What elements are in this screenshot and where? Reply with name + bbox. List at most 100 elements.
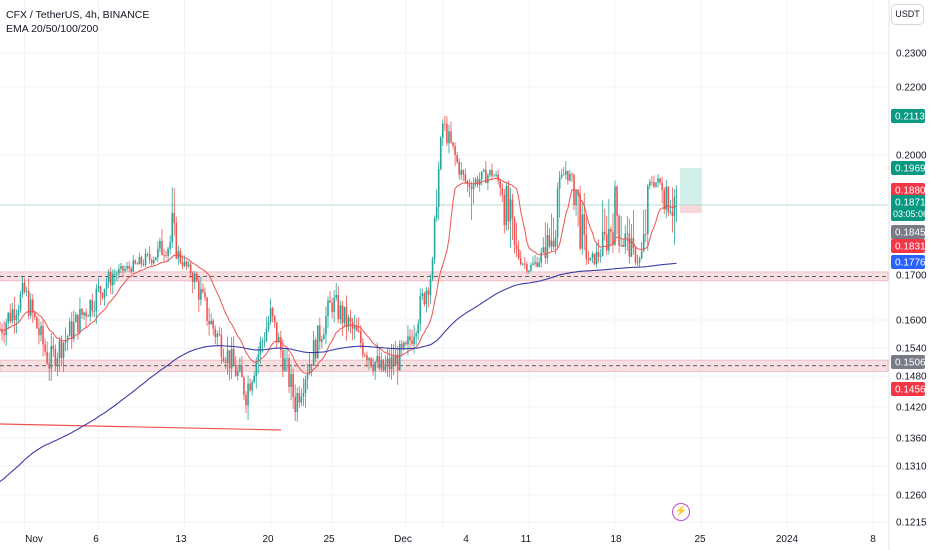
candle-body: [249, 383, 251, 391]
candle-body: [583, 214, 586, 235]
candle-body: [505, 186, 508, 226]
candle-body: [638, 258, 641, 263]
candle-body: [323, 334, 325, 340]
candle-body: [427, 290, 430, 295]
price-badge-value: 0.1776: [895, 258, 926, 269]
candle-body: [218, 333, 221, 335]
stop-loss-zone: [680, 205, 702, 213]
candle-body: [185, 261, 188, 267]
candle-body: [241, 365, 243, 378]
candle-body: [261, 341, 264, 343]
candle-body: [42, 325, 44, 345]
candle-body: [17, 310, 20, 316]
candle-body: [493, 175, 495, 177]
candle-body: [357, 331, 360, 332]
candle-body: [665, 186, 668, 210]
candle-body: [165, 255, 167, 257]
candle-body: [671, 211, 674, 217]
candle-body: [54, 349, 57, 367]
candle-body: [509, 199, 512, 222]
candle-body: [169, 242, 171, 249]
candle-body: [339, 305, 342, 320]
price-badge-value: 0.2113: [895, 112, 925, 123]
candle-body: [415, 333, 417, 337]
candle-body: [384, 364, 387, 371]
lightning-bolt-icon[interactable]: ⚡: [672, 503, 690, 521]
candle-body: [87, 316, 89, 317]
candle-body: [38, 328, 40, 336]
candle-body: [120, 265, 122, 269]
candle-body: [499, 180, 501, 189]
candle-body: [657, 178, 659, 183]
candle-body: [526, 264, 528, 272]
candle-body: [73, 322, 75, 340]
candle-body: [300, 396, 303, 403]
candle-body: [19, 294, 22, 311]
x-tick-label: 2024: [776, 534, 799, 545]
x-tick-label: 4: [463, 534, 469, 545]
candle-body: [456, 155, 458, 162]
candle-body: [138, 257, 141, 265]
candle-body: [485, 169, 487, 183]
candle-body: [362, 343, 364, 355]
candle-body: [376, 355, 378, 363]
candle-body: [175, 223, 178, 259]
x-tick-label: 25: [694, 534, 706, 545]
candle-body: [64, 339, 67, 343]
candle-body: [296, 393, 299, 413]
candle-body: [581, 214, 583, 249]
candle-body: [458, 161, 460, 175]
candle-body: [269, 307, 272, 322]
candle-body: [271, 307, 274, 317]
y-tick-label: 0.1480: [896, 372, 927, 383]
candle-body: [435, 206, 438, 219]
candle-body: [663, 189, 665, 210]
candle-body: [32, 299, 34, 313]
candle-body: [640, 251, 643, 259]
candle-body: [624, 233, 627, 247]
candle-body: [284, 358, 286, 371]
candle-body: [439, 137, 442, 170]
candle-body: [495, 174, 497, 176]
candle-body: [571, 174, 573, 176]
candle-body: [366, 355, 368, 361]
candle-body: [353, 326, 356, 329]
currency-button[interactable]: USDT: [891, 4, 924, 25]
candle-body: [530, 264, 532, 271]
candle-body: [200, 289, 202, 300]
candle-body: [644, 233, 647, 235]
candle-body: [114, 273, 116, 275]
candle-body: [27, 291, 30, 316]
candle-body: [251, 381, 253, 391]
candle-body: [349, 317, 352, 322]
candle-body: [95, 288, 98, 312]
candle-body: [562, 174, 565, 176]
candle-body: [216, 333, 219, 338]
candle-body: [40, 325, 42, 336]
y-tick-label: 0.1600: [896, 316, 927, 327]
candle-body: [343, 306, 346, 323]
candle-body: [601, 231, 604, 256]
candle-body: [532, 263, 534, 265]
candle-body: [29, 299, 32, 316]
candle-body: [446, 123, 448, 144]
candle-body: [191, 273, 194, 283]
candle-body: [75, 314, 77, 323]
candle-body: [319, 325, 321, 342]
candle-body: [278, 337, 280, 343]
candle-body: [413, 336, 415, 345]
candle-body: [546, 235, 549, 259]
candle-body: [232, 348, 235, 365]
candle-body: [489, 169, 491, 176]
candle-body: [429, 278, 432, 295]
candle-body: [93, 311, 96, 312]
candle-body: [374, 362, 376, 372]
candle-body: [103, 288, 106, 298]
candle-body: [210, 320, 212, 325]
x-tick-label: 13: [175, 534, 187, 545]
candle-body: [480, 171, 483, 180]
candle-body: [614, 186, 616, 245]
candle-body: [253, 375, 255, 382]
candle-body: [13, 309, 16, 321]
